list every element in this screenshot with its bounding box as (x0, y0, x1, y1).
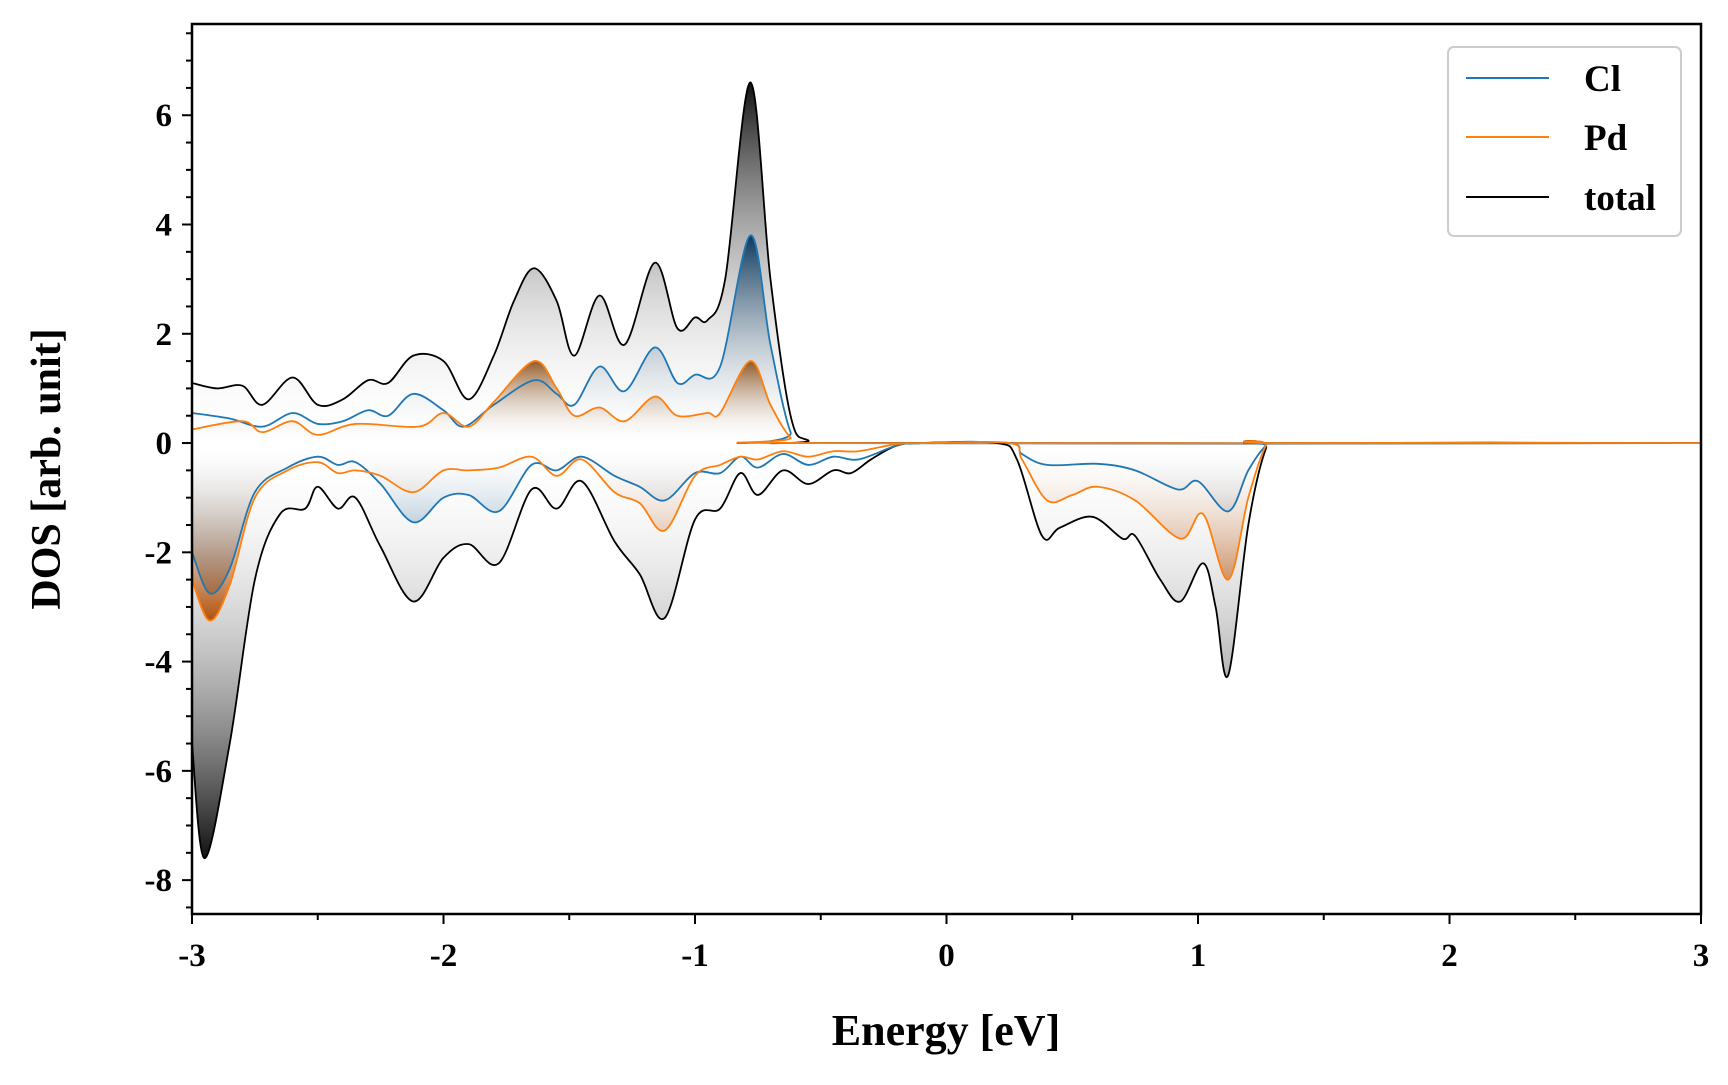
y-tick-label: 2 (156, 317, 173, 353)
fill-cl-up (192, 235, 1701, 444)
fill-total-up (192, 82, 1701, 444)
fill-pd-down (192, 441, 1701, 621)
y-tick-label: 4 (156, 208, 173, 244)
y-tick-label: -2 (145, 535, 173, 571)
x-tick-label: -3 (178, 938, 206, 974)
y-tick-label: 6 (156, 98, 173, 134)
legend: Cl Pd total (1447, 46, 1682, 237)
legend-label-pd: Pd (1584, 118, 1628, 159)
y-tick-label: -4 (145, 645, 173, 681)
y-axis: -8 -6 -4 -2 0 2 4 6 (145, 32, 192, 909)
x-tick-label: 0 (938, 938, 955, 974)
legend-label-cl: Cl (1584, 59, 1621, 100)
x-axis-label: Energy [eV] (832, 1006, 1061, 1055)
x-tick-label: 1 (1190, 938, 1207, 974)
line-cl-up (192, 234, 1701, 445)
dos-fills (192, 82, 1701, 859)
x-axis: -3 -2 -1 0 1 2 3 (178, 914, 1709, 974)
y-axis-label: DOS [arb. unit] (24, 328, 70, 609)
legend-label-total: total (1584, 178, 1656, 219)
x-tick-label: 3 (1693, 938, 1710, 974)
x-tick-label: -1 (681, 938, 709, 974)
line-pd-down (192, 440, 1701, 622)
y-tick-label: -8 (145, 863, 173, 899)
legend-box (1447, 46, 1682, 237)
line-total-up (192, 81, 1701, 445)
line-total-down (192, 440, 1701, 860)
dos-lines (192, 81, 1701, 860)
fill-total-down (192, 440, 1701, 859)
x-tick-label: -2 (430, 938, 458, 974)
y-tick-label: -6 (145, 754, 173, 790)
x-tick-label: 2 (1441, 938, 1458, 974)
fill-pd-up (192, 360, 1701, 444)
line-pd-up (192, 360, 1701, 445)
y-tick-label: 0 (156, 426, 173, 462)
